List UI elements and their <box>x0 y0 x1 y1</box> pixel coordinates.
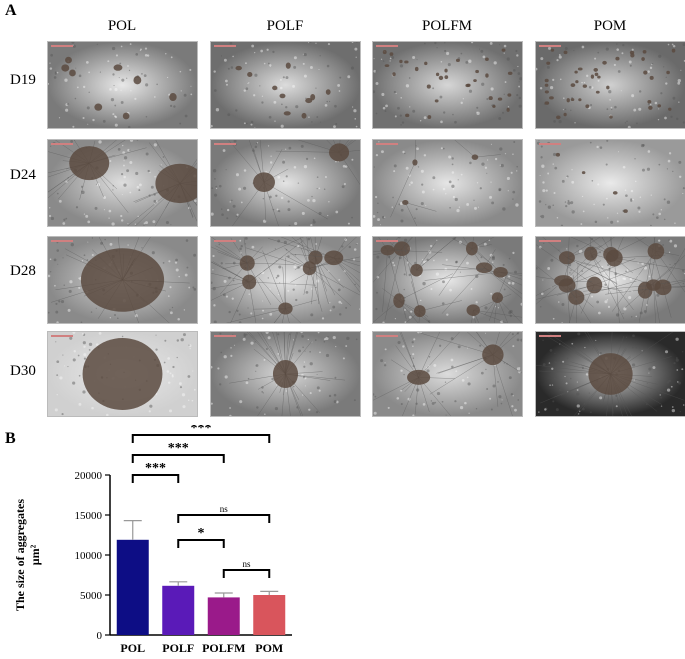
micrograph-d19-pol <box>47 41 198 129</box>
micrograph-d28-pol <box>47 236 198 324</box>
significance-bracket <box>131 454 225 463</box>
micrograph-d28-pom <box>535 236 685 324</box>
scale-bar <box>376 143 398 145</box>
significance-label: * <box>198 526 205 541</box>
significance-bracket <box>177 539 225 548</box>
row-label-d24: D24 <box>10 167 36 183</box>
scale-bar <box>51 45 73 47</box>
micrograph-d19-polfm <box>372 41 523 129</box>
column-header-polfm: POLFM <box>421 18 473 34</box>
scale-bar <box>214 240 236 242</box>
bar-pom <box>253 595 286 635</box>
scale-bar <box>51 335 73 337</box>
panel-b-letter: B <box>5 430 16 447</box>
column-header-pom: POM <box>593 18 627 34</box>
x-tick-label-pom: POM <box>255 641 283 655</box>
significance-bracket <box>222 569 271 578</box>
scale-bar <box>51 143 73 145</box>
micrograph-d24-pol <box>47 139 198 227</box>
y-axis-label: The size of aggregatesμm² <box>13 499 42 611</box>
micrograph-d24-polf <box>210 139 361 227</box>
significance-label: *** <box>168 441 189 456</box>
micrograph-d30-pol <box>47 331 198 417</box>
significance-bracket <box>131 474 180 483</box>
y-tick-label: 5000 <box>80 590 103 602</box>
bar-pol <box>116 539 149 635</box>
column-header-polf: POLF <box>266 18 304 34</box>
scale-bar <box>214 143 236 145</box>
scale-bar <box>214 335 236 337</box>
row-label-d28: D28 <box>10 263 36 279</box>
scale-bar <box>214 45 236 47</box>
scale-bar <box>539 335 561 337</box>
x-tick-label-polfm: POLFM <box>202 641 245 655</box>
column-header-pol: POL <box>107 18 137 34</box>
scale-bar <box>539 143 561 145</box>
significance-label: ns <box>220 504 229 514</box>
x-tick-label-pol: POL <box>120 641 145 655</box>
significance-label: *** <box>191 425 212 436</box>
micrograph-d30-polfm <box>372 331 523 417</box>
significance-label: *** <box>145 461 166 476</box>
y-tick-label: 15000 <box>75 510 103 522</box>
x-tick-label-polf: POLF <box>162 641 194 655</box>
scale-bar <box>539 45 561 47</box>
micrograph-d19-pom <box>535 41 685 129</box>
y-tick-label: 0 <box>97 630 103 642</box>
micrograph-d24-polfm <box>372 139 523 227</box>
y-tick-label: 10000 <box>75 550 103 562</box>
significance-bracket <box>177 514 271 523</box>
micrograph-d24-pom <box>535 139 685 227</box>
scale-bar <box>376 335 398 337</box>
micrograph-d19-polf <box>210 41 361 129</box>
micrograph-d28-polf <box>210 236 361 324</box>
scale-bar <box>376 240 398 242</box>
micrograph-d30-polf <box>210 331 361 417</box>
scale-bar <box>376 45 398 47</box>
aggregate-size-bar-chart: 0 5000 10000 15000 20000 The size of aggregat… <box>13 425 292 655</box>
bar-polfm <box>207 597 240 635</box>
micrograph-d28-polfm <box>372 236 523 324</box>
row-label-d30: D30 <box>10 363 36 379</box>
bar-polf <box>162 585 195 635</box>
y-tick-label: 20000 <box>75 470 103 482</box>
scale-bar <box>51 240 73 242</box>
significance-bracket <box>131 434 271 443</box>
row-label-d19: D19 <box>10 72 36 88</box>
micrograph-d30-pom <box>535 331 685 417</box>
scale-bar <box>539 240 561 242</box>
panel-a-letter: A <box>5 2 17 19</box>
significance-label: ns <box>242 559 251 569</box>
